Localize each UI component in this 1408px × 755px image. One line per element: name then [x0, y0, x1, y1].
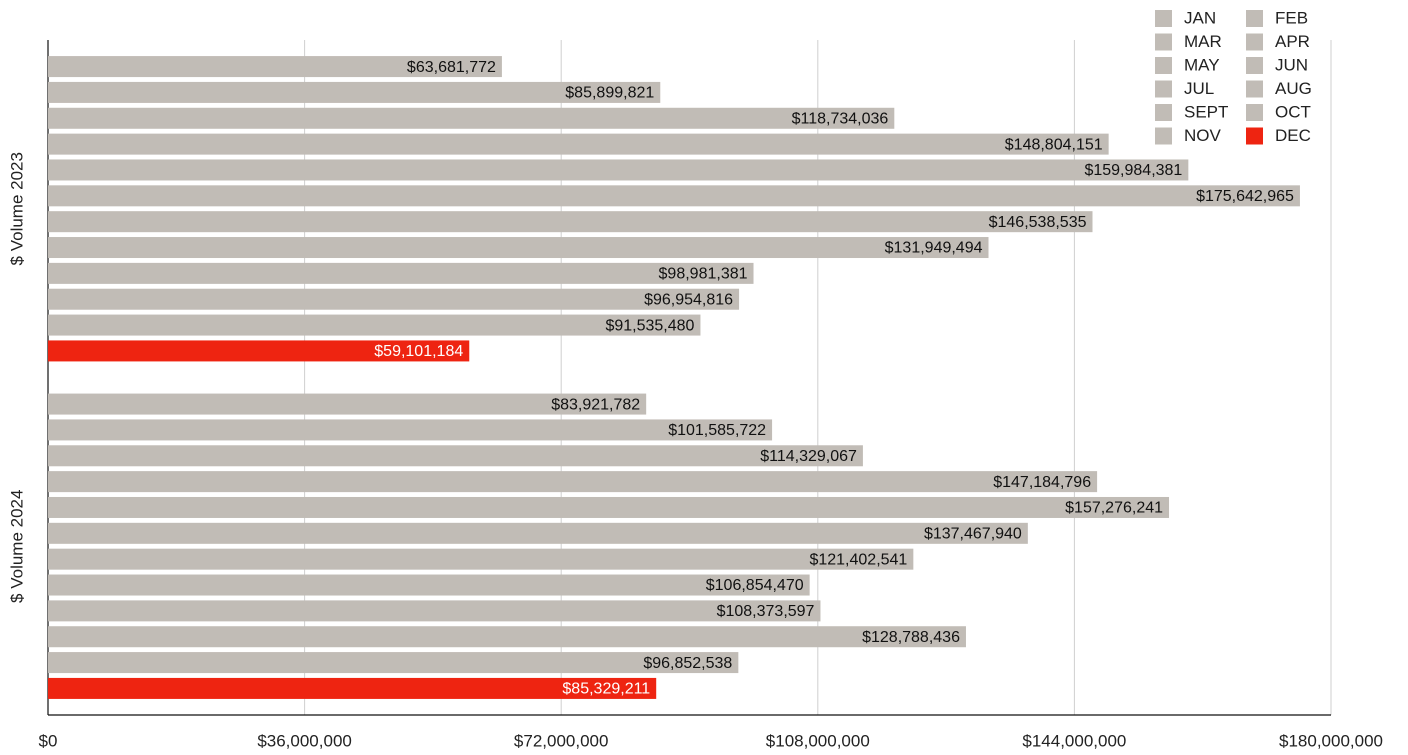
legend-label: DEC	[1275, 126, 1311, 145]
value-label: $148,804,151	[1005, 136, 1103, 153]
bar	[48, 81, 661, 103]
value-label: $131,949,494	[885, 240, 983, 257]
bar	[48, 522, 1028, 544]
legend-label: AUG	[1275, 79, 1312, 98]
bar	[48, 652, 739, 674]
legend-swatch	[1246, 57, 1263, 74]
bar	[48, 419, 773, 441]
legend-label: MAR	[1184, 32, 1222, 51]
legend-label: MAY	[1184, 55, 1220, 74]
bar	[48, 262, 754, 284]
value-label: $96,852,538	[643, 655, 732, 672]
value-label: $157,276,241	[1065, 500, 1163, 517]
legend-label: NOV	[1184, 126, 1222, 145]
value-label: $101,585,722	[668, 422, 766, 439]
bar	[48, 340, 470, 362]
x-tick-label: $108,000,000	[766, 731, 870, 750]
bar	[48, 56, 502, 78]
legend-swatch	[1246, 10, 1263, 27]
legend-swatch	[1155, 57, 1172, 74]
value-label: $159,984,381	[1084, 162, 1182, 179]
bar	[48, 574, 810, 596]
value-label: $137,467,940	[924, 526, 1022, 543]
legend-label: JAN	[1184, 8, 1216, 27]
bar	[48, 471, 1098, 493]
bar	[48, 107, 895, 129]
x-tick-label: $72,000,000	[514, 731, 609, 750]
bar	[48, 288, 740, 310]
bar	[48, 393, 647, 415]
bar	[48, 445, 863, 467]
value-label: $114,329,067	[760, 448, 857, 465]
value-label: $106,854,470	[706, 577, 804, 594]
legend-swatch	[1246, 80, 1263, 98]
category-label: $ Volume 2024	[7, 490, 26, 603]
value-label: $63,681,772	[407, 59, 496, 76]
legend-swatch	[1155, 104, 1172, 121]
legend-label: FEB	[1275, 8, 1308, 27]
category-label: $ Volume 2023	[7, 152, 26, 265]
legend-swatch	[1155, 33, 1172, 51]
legend-swatch	[1155, 127, 1172, 145]
value-label: $98,981,381	[659, 266, 748, 283]
bar	[48, 237, 989, 259]
bar	[48, 314, 701, 336]
x-tick-label: $0	[39, 731, 58, 750]
bar	[48, 626, 966, 648]
value-label: $118,734,036	[792, 110, 889, 127]
x-tick-label: $36,000,000	[257, 731, 352, 750]
x-tick-label: $144,000,000	[1022, 731, 1126, 750]
legend-label: JUL	[1184, 79, 1214, 98]
legend-label: JUN	[1275, 55, 1308, 74]
x-tick-label: $180,000,000	[1279, 731, 1383, 750]
value-label: $85,899,821	[565, 85, 654, 102]
value-label: $91,535,480	[605, 317, 694, 334]
legend-swatch	[1246, 104, 1263, 121]
value-label: $146,538,535	[989, 214, 1087, 231]
value-label: $121,402,541	[809, 551, 907, 568]
value-label: $108,373,597	[717, 603, 815, 620]
legend-label: SEPT	[1184, 102, 1228, 121]
value-label: $85,329,211	[562, 681, 650, 698]
legend-label: OCT	[1275, 102, 1311, 121]
bar	[48, 159, 1189, 181]
value-label: $96,954,816	[644, 291, 733, 308]
bar	[48, 133, 1109, 155]
value-label: $175,642,965	[1196, 188, 1294, 205]
legend-swatch	[1246, 33, 1263, 51]
bar	[48, 548, 914, 570]
bar	[48, 211, 1093, 233]
bar	[48, 496, 1170, 518]
value-label: $83,921,782	[551, 396, 640, 413]
legend-swatch	[1155, 10, 1172, 27]
value-label: $128,788,436	[862, 629, 960, 646]
bar	[48, 185, 1300, 207]
value-label: $59,101,184	[374, 343, 463, 360]
bar	[48, 677, 657, 699]
bar	[48, 600, 821, 622]
legend-label: APR	[1275, 32, 1310, 51]
legend-swatch	[1155, 80, 1172, 98]
legend-swatch	[1246, 127, 1263, 145]
value-label: $147,184,796	[993, 474, 1091, 491]
